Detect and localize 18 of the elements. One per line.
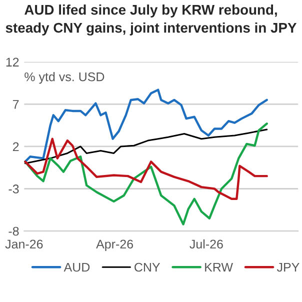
chart-title: AUD lifed since July by KRW rebound, steady CNY gains, joint interventions in JPY bbox=[6, 4, 297, 36]
legend-label: AUD bbox=[64, 262, 90, 272]
x-tick-label: Apr-26 bbox=[96, 240, 134, 252]
line-series bbox=[24, 122, 268, 226]
legend-label: CNY bbox=[134, 262, 160, 272]
y-axis-title: % ytd vs. USD bbox=[24, 72, 104, 84]
legend-label: KRW bbox=[205, 262, 233, 272]
legend-label: JPY bbox=[276, 262, 300, 272]
y-tick-label: 7 bbox=[12, 100, 19, 109]
line-series bbox=[24, 88, 268, 163]
line-series bbox=[24, 128, 268, 164]
line-series bbox=[24, 138, 268, 200]
y-tick-label: -3 bbox=[8, 184, 19, 194]
x-tick-label: Jan-26 bbox=[5, 240, 43, 249]
y-tick-label: -8 bbox=[8, 226, 19, 236]
x-tick-label: Jul-26 bbox=[190, 239, 223, 249]
y-tick-label: 12 bbox=[6, 58, 19, 66]
y-tick-label: 2 bbox=[12, 142, 19, 151]
